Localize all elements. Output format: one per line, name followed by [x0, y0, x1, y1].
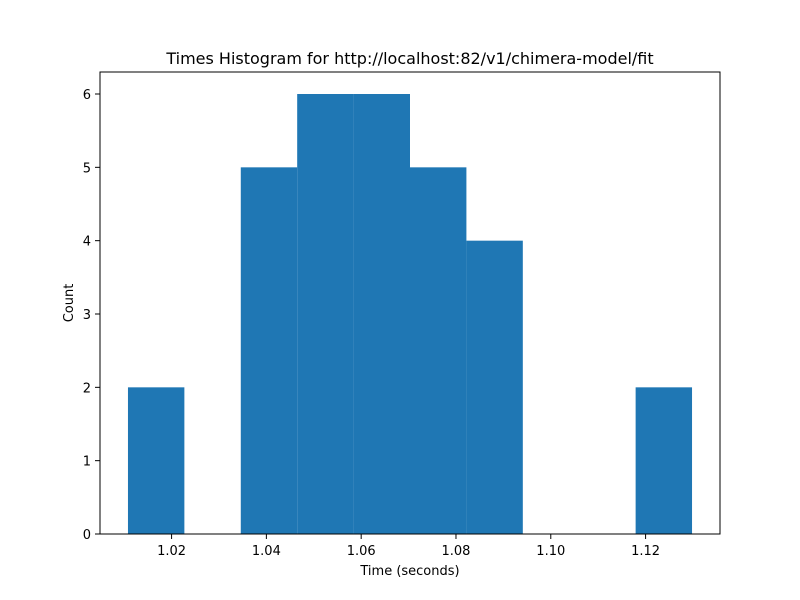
y-tick-label: 3 [83, 308, 91, 323]
y-tick-label: 5 [83, 161, 91, 176]
histogram-bar [466, 240, 523, 534]
chart-title: Times Histogram for http://localhost:82/… [165, 49, 653, 68]
y-tick-label: 6 [83, 88, 91, 103]
x-tick-label: 1.12 [631, 544, 660, 559]
histogram-bar [127, 387, 185, 534]
x-tick-label: 1.06 [347, 544, 376, 559]
x-axis-label: Time (seconds) [359, 564, 459, 579]
histogram-bar [410, 167, 467, 535]
x-axis-ticks: 1.02 1.04 1.06 1.08 1.10 1.12 [157, 534, 660, 559]
bars-group [127, 94, 693, 535]
histogram-bar [635, 387, 693, 534]
y-axis-ticks: 0 1 2 3 4 5 6 [83, 88, 100, 543]
x-tick-label: 1.08 [442, 544, 471, 559]
plot-frame [99, 71, 721, 535]
y-tick-label: 0 [83, 528, 91, 543]
x-tick-label: 1.02 [157, 544, 186, 559]
y-tick-label: 4 [83, 235, 91, 250]
histogram-bar [240, 167, 298, 535]
y-tick-label: 1 [83, 455, 91, 470]
histogram-bar [297, 94, 354, 534]
histogram-bar [353, 94, 410, 534]
y-axis-label: Count [62, 284, 77, 323]
y-tick-label: 2 [83, 381, 91, 396]
x-tick-label: 1.04 [252, 544, 281, 559]
x-tick-label: 1.10 [536, 544, 565, 559]
